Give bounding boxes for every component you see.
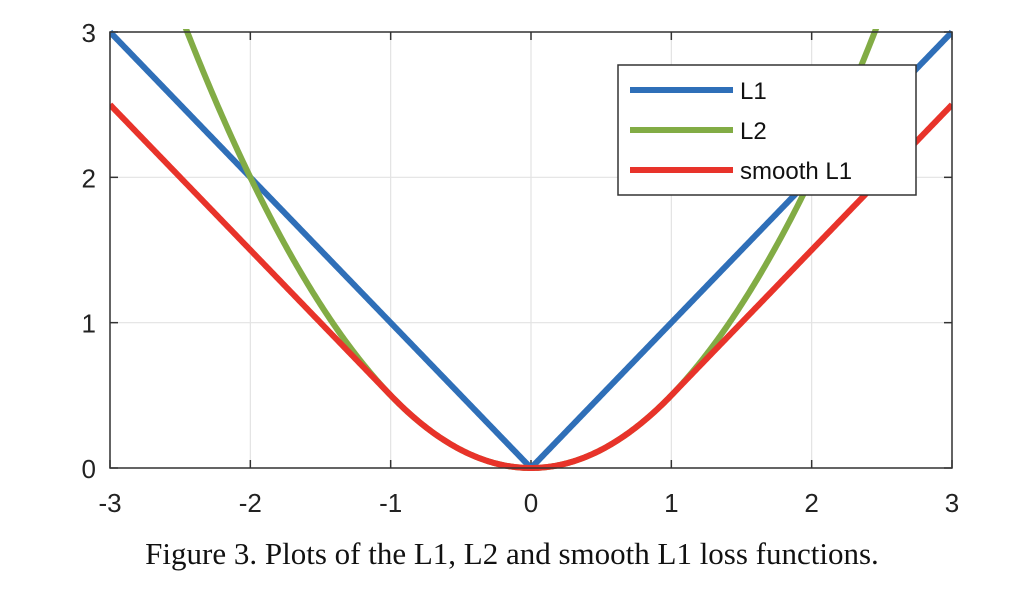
x-tick-label: -2 (239, 488, 262, 518)
legend: L1 L2 smooth L1 (617, 64, 917, 196)
y-tick-label: 0 (82, 454, 96, 484)
x-tick-label: 2 (804, 488, 818, 518)
legend-label-l1: L1 (740, 78, 767, 105)
axes-frame (109, 31, 953, 469)
y-tick-label: 3 (82, 18, 96, 48)
figure-caption: Figure 3. Plots of the L1, L2 and smooth… (145, 536, 879, 571)
x-tick-label: -1 (379, 488, 402, 518)
y-tick-label: 1 (82, 309, 96, 339)
y-tick-label: 2 (82, 163, 96, 193)
legend-label-smooth-l1: smooth L1 (740, 158, 852, 185)
tick-labels: -3 -2 -1 0 1 2 3 0 1 2 3 (82, 18, 960, 518)
loss-function-chart: -3 -2 -1 0 1 2 3 0 1 2 3 L1 L2 smooth L1 (82, 18, 960, 518)
x-tick-label: 1 (664, 488, 678, 518)
x-tick-label: 0 (524, 488, 538, 518)
legend-label-l2: L2 (740, 118, 767, 145)
x-tick-label: 3 (945, 488, 959, 518)
x-tick-label: -3 (98, 488, 121, 518)
